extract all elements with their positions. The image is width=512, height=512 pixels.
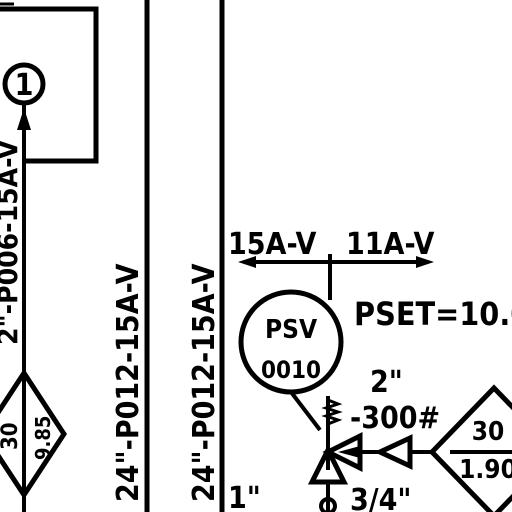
right-diamond-top-value: 30 [472, 417, 505, 447]
psv-outlet-size: 1" [228, 481, 261, 512]
center-line-label-2: 24"-P012-15A-V [187, 263, 222, 502]
left-line-number-label: 2"-P006-15A-V [0, 139, 24, 345]
reducer-icon [360, 434, 432, 470]
outlet-arrow-icon [338, 446, 360, 458]
small-valve-icon [319, 497, 337, 512]
right-diamond-bottom-value: 1.90 [459, 455, 512, 485]
flow-arrow-icon [17, 108, 31, 130]
instrument-bubble: 1 [2, 62, 46, 106]
right-diamond-block: 30 1.90 [428, 384, 512, 512]
center-line-label-1: 24"-P012-15A-V [111, 263, 146, 502]
left-diamond-block: 30 9.85 [0, 368, 67, 500]
psv-set-pressure: PSET=10.0 [354, 295, 512, 333]
left-diamond-bottom-value: 9.85 [31, 416, 55, 460]
left-loop-box [0, 2, 99, 164]
psv-tag-bubble: PSV 0010 [238, 289, 344, 432]
instrument-bubble-number: 1 [15, 68, 34, 103]
left-diamond-top-value: 30 [0, 422, 23, 450]
spec-break-right-spec: 11A-V [346, 227, 434, 262]
spec-break: 15A-V 11A-V [228, 227, 434, 300]
psv-rating: -300# [350, 401, 440, 436]
psv-tag-type: PSV [265, 315, 317, 345]
arrow-right-icon [416, 256, 434, 268]
psv-tag-number: 0010 [261, 356, 321, 384]
psv-inlet-size: 2" [370, 365, 403, 400]
small-line-size: 3/4" [350, 483, 411, 512]
arrow-left-icon [238, 256, 256, 268]
spec-break-left-spec: 15A-V [228, 227, 316, 262]
